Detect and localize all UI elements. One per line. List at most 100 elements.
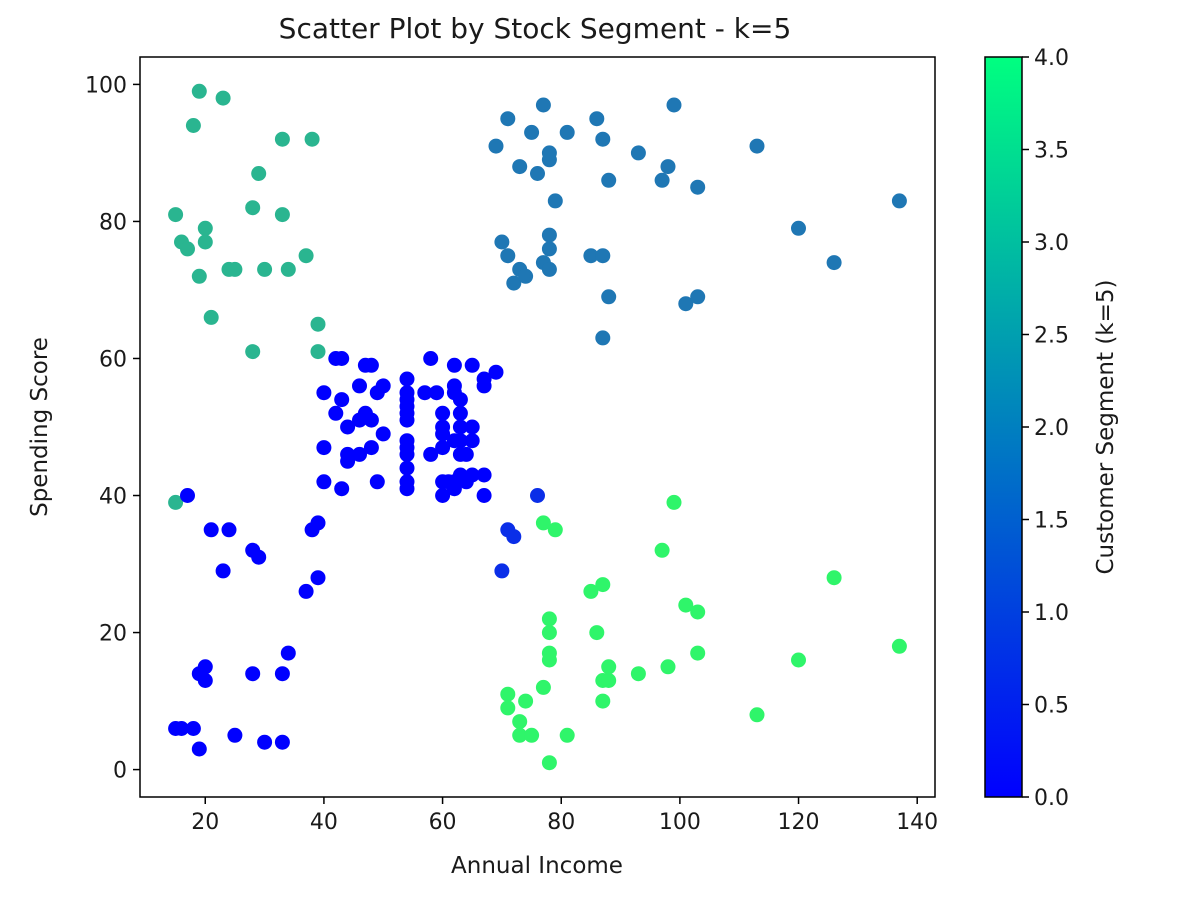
data-point-segment-3 xyxy=(180,241,195,257)
data-point-segment-0 xyxy=(257,734,273,750)
colorbar-tick-label: 3.0 xyxy=(1034,231,1069,256)
data-point-segment-4 xyxy=(660,659,676,675)
data-point-segment-2 xyxy=(506,275,522,291)
data-point-segment-0 xyxy=(227,727,243,743)
data-point-segment-2 xyxy=(500,111,516,127)
data-point-segment-3 xyxy=(168,207,184,223)
data-point-segment-0 xyxy=(488,364,504,380)
data-point-segment-0 xyxy=(417,385,433,401)
data-point-segment-0 xyxy=(215,563,231,579)
data-point-segment-4 xyxy=(541,625,557,641)
data-point-segment-2 xyxy=(630,145,646,161)
colorbar-tick-label: 4.0 xyxy=(1034,46,1069,71)
x-tick-label: 40 xyxy=(310,810,338,835)
data-point-segment-0 xyxy=(476,371,492,387)
data-point-segment-0 xyxy=(452,405,468,421)
data-point-segment-0 xyxy=(197,673,213,688)
data-point-segment-4 xyxy=(891,638,907,654)
data-point-segment-0 xyxy=(446,357,462,373)
data-point-segment-2 xyxy=(541,145,557,161)
data-point-segment-4 xyxy=(541,611,557,627)
data-point-segment-0 xyxy=(180,488,195,503)
plot-frame xyxy=(139,56,936,798)
data-point-segment-0 xyxy=(399,460,415,476)
data-point-segment-0 xyxy=(363,412,379,428)
data-point-segment-3 xyxy=(257,261,273,277)
data-point-segment-4 xyxy=(749,707,765,723)
data-point-segment-4 xyxy=(559,727,575,743)
data-point-segment-2 xyxy=(678,296,694,312)
data-point-segment-3 xyxy=(274,207,290,223)
data-point-segment-0 xyxy=(369,474,385,490)
data-point-segment-0 xyxy=(316,474,332,490)
data-point-segment-0 xyxy=(423,351,439,366)
x-tick-label: 60 xyxy=(429,810,457,835)
data-point-segment-0 xyxy=(435,440,451,456)
data-point-segment-0 xyxy=(174,721,189,736)
data-point-segment-0 xyxy=(310,515,326,531)
data-point-segment-0 xyxy=(399,371,415,387)
data-point-segment-3 xyxy=(197,234,213,250)
data-point-segment-0 xyxy=(435,405,451,421)
data-point-segment-3 xyxy=(304,131,320,147)
data-point-segment-0 xyxy=(340,419,356,435)
data-point-segment-4 xyxy=(678,597,694,613)
data-point-segment-2 xyxy=(690,179,706,195)
data-point-segment-0 xyxy=(458,446,474,462)
y-tick-label: 40 xyxy=(99,485,127,510)
data-point-segment-0 xyxy=(452,419,468,435)
data-point-segment-0 xyxy=(452,433,468,449)
data-point-segment-2 xyxy=(512,159,528,175)
data-point-segment-0 xyxy=(429,385,445,401)
data-point-segment-4 xyxy=(654,542,670,558)
data-point-segment-2 xyxy=(595,330,611,346)
data-point-segment-3 xyxy=(298,248,314,264)
data-point-segment-2 xyxy=(524,124,540,140)
data-point-segment-2 xyxy=(535,97,551,113)
data-point-segment-4 xyxy=(500,700,516,716)
data-point-segment-0 xyxy=(446,378,462,394)
data-point-segment-2 xyxy=(791,220,806,236)
data-point-segment-2 xyxy=(690,289,706,305)
data-point-segment-3 xyxy=(191,83,207,99)
data-point-segment-4 xyxy=(512,714,528,730)
data-point-segment-0 xyxy=(197,659,213,675)
y-tick-label: 100 xyxy=(85,73,127,98)
data-point-segment-0 xyxy=(316,440,332,456)
data-point-segment-0 xyxy=(435,488,451,503)
data-point-segment-2 xyxy=(518,268,534,284)
data-point-segment-2 xyxy=(595,248,611,264)
data-point-segment-0 xyxy=(399,385,415,401)
data-point-segment-3 xyxy=(215,90,231,106)
data-point-segment-3 xyxy=(203,309,219,325)
data-point-segment-1 xyxy=(506,529,522,545)
data-point-segment-0 xyxy=(352,378,367,394)
data-point-segment-3 xyxy=(251,166,267,181)
data-point-segment-3 xyxy=(274,131,290,147)
colorbar-tick-label: 0.0 xyxy=(1034,786,1069,811)
data-point-segment-4 xyxy=(690,645,706,661)
x-tick-label: 80 xyxy=(547,810,575,835)
data-point-segment-3 xyxy=(227,261,243,277)
data-point-segment-2 xyxy=(589,111,605,127)
x-tick-label: 20 xyxy=(191,810,219,835)
data-point-segment-3 xyxy=(280,261,296,277)
data-point-segment-2 xyxy=(488,138,504,154)
points-layer xyxy=(168,83,907,771)
data-point-segment-0 xyxy=(203,522,219,538)
data-point-segment-4 xyxy=(666,494,682,510)
data-point-segment-0 xyxy=(352,446,367,462)
y-axis-label: Spending Score xyxy=(27,337,53,517)
x-tick-label: 140 xyxy=(896,810,938,835)
colorbar-tick-label: 3.5 xyxy=(1034,139,1069,164)
data-point-segment-0 xyxy=(274,734,290,750)
data-point-segment-4 xyxy=(583,583,599,599)
data-point-segment-0 xyxy=(340,446,356,462)
x-tick-label: 100 xyxy=(659,810,701,835)
data-point-segment-0 xyxy=(363,357,379,373)
data-point-segment-4 xyxy=(595,577,611,593)
data-point-segment-0 xyxy=(375,426,391,442)
x-tick-label: 120 xyxy=(778,810,820,835)
data-point-segment-2 xyxy=(666,97,682,113)
colorbar-tick-label: 2.5 xyxy=(1034,324,1069,349)
